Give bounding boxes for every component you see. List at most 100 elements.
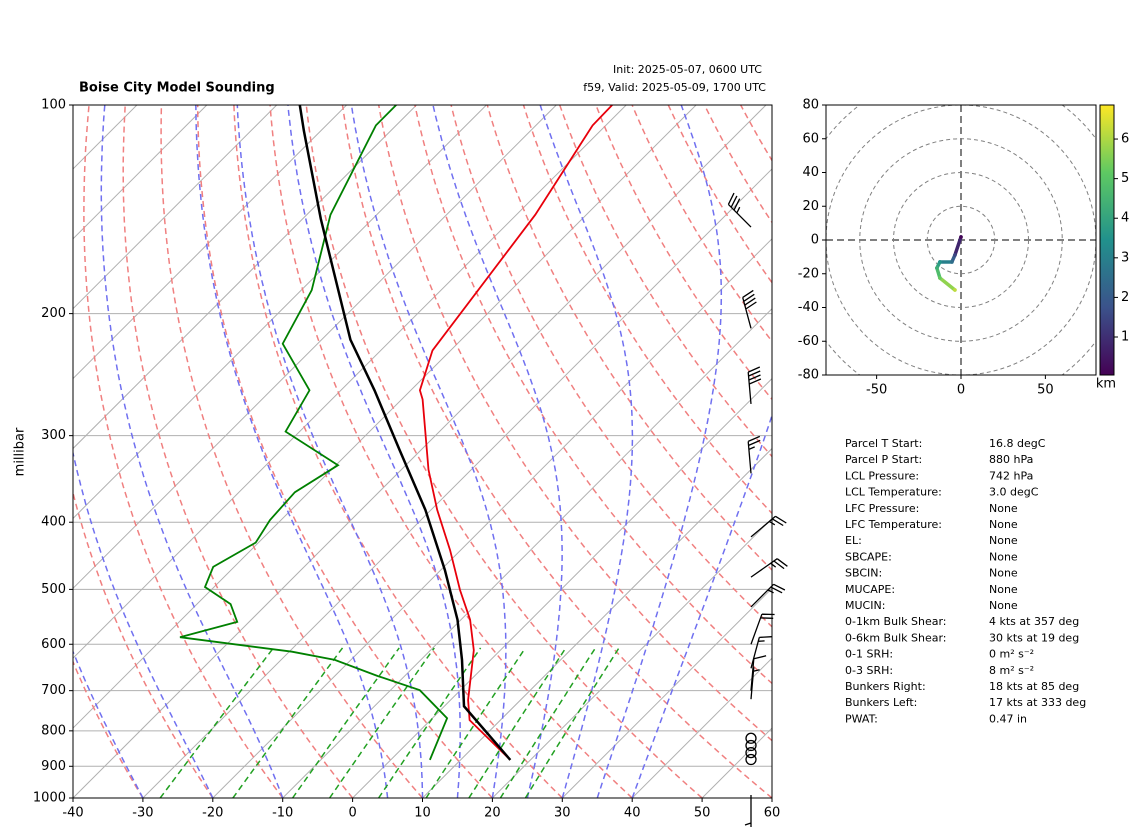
parameter-name: 0-1km Bulk Shear:: [845, 615, 947, 628]
chart-title: Boise City Model Sounding: [79, 81, 275, 96]
parameter-name: LFC Pressure:: [845, 502, 919, 515]
colorbar-label: km: [1096, 377, 1116, 392]
isotherm: [73, 105, 278, 310]
y-tick-label: 400: [41, 515, 66, 530]
parameter-value: None: [989, 502, 1018, 515]
dry-adiabat: [305, 105, 703, 798]
valid-time: f59, Valid: 2025-05-09, 1700 UTC: [583, 81, 766, 94]
moist-adiabat: [73, 449, 214, 798]
axes: -40 -30 -20 -10 0 10 20 30 40 50 60100200300400500…: [33, 98, 1129, 827]
x-tick-label: 20: [484, 806, 501, 821]
dry-adiabat: [83, 105, 284, 798]
y-tick-label: 100: [41, 98, 66, 113]
isotherm: [73, 105, 417, 450]
moist-adiabat: [100, 105, 284, 798]
parameter-name: SBCIN:: [845, 567, 882, 580]
dry-adiabat: [631, 105, 772, 343]
dry-adiabat: [160, 105, 424, 798]
dry-adiabat: [558, 105, 772, 458]
mixing-ratio-line: [159, 647, 274, 798]
moist-adiabat: [539, 105, 634, 798]
moist-adiabat: [195, 105, 389, 798]
isotherm: [422, 447, 772, 798]
hodograph-segment: [953, 235, 963, 257]
parameter-name: 0-6km Bulk Shear:: [845, 631, 947, 644]
colorbar-tick-label: 6: [1121, 132, 1129, 147]
wind-barb: [747, 435, 761, 474]
wind-barb: [750, 613, 775, 645]
hodograph-point: [950, 260, 954, 264]
hodograph-segment: [938, 276, 957, 292]
wind-barb-calm: [745, 739, 757, 752]
y-axis-label: millibar: [13, 427, 28, 476]
y-tick-label: 80: [802, 98, 819, 113]
y-tick-label: 600: [41, 637, 66, 652]
parameter-name: Parcel P Start:: [845, 453, 922, 466]
wind-barb: [750, 655, 767, 691]
y-tick-label: 200: [41, 306, 66, 321]
isotherm: [73, 105, 697, 729]
mixing-ratio-line: [232, 647, 344, 798]
parameter-name: Bunkers Left:: [845, 696, 917, 709]
wind-barb-calm: [745, 746, 757, 759]
wind-barb: [727, 192, 752, 228]
profile-line: [418, 105, 613, 761]
x-tick-label: -20: [202, 806, 223, 821]
parameter-name: PWAT:: [845, 712, 878, 725]
wind-barb: [742, 289, 757, 329]
x-tick-label: 10: [414, 806, 431, 821]
wind-barb-calm: [745, 753, 757, 766]
hodograph-point: [938, 276, 942, 280]
x-tick-label: 40: [624, 806, 641, 821]
isotherm: [492, 517, 772, 798]
wind-barb: [750, 583, 786, 608]
parameter-value: 17 kts at 333 deg: [989, 696, 1086, 709]
parameter-value: None: [989, 567, 1018, 580]
parameter-value: 30 kts at 19 deg: [989, 631, 1079, 644]
y-tick-label: -40: [798, 300, 819, 315]
mixing-ratio-line: [468, 647, 567, 798]
hodograph-point: [959, 235, 963, 239]
parameter-name: Bunkers Right:: [845, 680, 926, 693]
isotherm: [771, 797, 772, 798]
dry-adiabat: [73, 659, 144, 798]
moist-adiabat: [236, 105, 424, 798]
parameter-value: None: [989, 534, 1018, 547]
hodograph-point: [935, 266, 939, 270]
isotherm: [73, 105, 557, 590]
dry-adiabat: [994, 105, 1142, 798]
dry-adiabat: [0, 105, 3, 798]
colorbar-tick-label: 1: [1121, 329, 1129, 344]
isotherm: [631, 657, 772, 798]
isotherm: [73, 105, 627, 659]
y-tick-label: 500: [41, 582, 66, 597]
isotherm: [282, 307, 772, 798]
dry-adiabat: [667, 105, 772, 284]
isotherm: [701, 727, 772, 798]
dry-adiabat: [703, 105, 772, 224]
x-tick-label: 0: [957, 383, 965, 398]
wind-barb: [750, 667, 760, 700]
colorbar-tick-label: 3: [1121, 250, 1129, 265]
parameter-value: None: [989, 518, 1018, 531]
parameter-value: 0 m² s⁻²: [989, 648, 1034, 661]
colorbar-tick-label: 5: [1121, 171, 1129, 186]
dry-adiabat: [73, 490, 214, 798]
isotherm: [212, 238, 772, 798]
parameter-value: 18 kts at 85 deg: [989, 680, 1079, 693]
y-tick-label: -20: [798, 266, 819, 281]
parameter-value: None: [989, 583, 1018, 596]
parameter-value: 880 hPa: [989, 453, 1033, 466]
dry-adiabat: [377, 105, 772, 742]
hodograph-point: [938, 260, 942, 264]
wind-barb: [750, 636, 772, 669]
x-tick-label: -50: [866, 383, 887, 398]
y-tick-label: -80: [798, 368, 819, 383]
parameter-value: 3.0 degC: [989, 486, 1039, 499]
dry-adiabat: [122, 105, 354, 798]
isotherm: [142, 168, 772, 798]
isotherm: [561, 587, 772, 798]
x-tick-label: -40: [62, 806, 83, 821]
isotherm: [73, 105, 347, 380]
